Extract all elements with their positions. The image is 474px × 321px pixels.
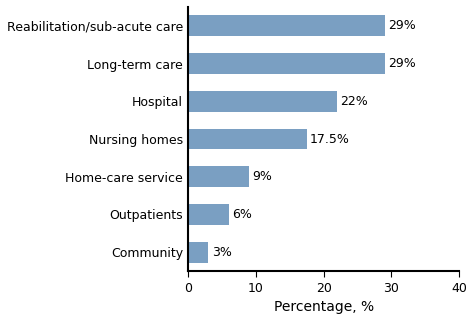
Bar [188, 129, 307, 149]
X-axis label: Percentage, %: Percentage, % [273, 300, 374, 314]
Text: 29%: 29% [388, 57, 416, 70]
Text: 6%: 6% [232, 208, 252, 221]
Bar [188, 204, 229, 225]
Text: 9%: 9% [253, 170, 272, 183]
Bar [188, 166, 249, 187]
Text: 3%: 3% [212, 246, 232, 259]
Text: 29%: 29% [388, 19, 416, 32]
Bar [188, 15, 384, 36]
Bar [188, 53, 384, 74]
Bar [188, 91, 337, 112]
Text: 22%: 22% [340, 95, 368, 108]
Text: 17.5%: 17.5% [310, 133, 350, 145]
Bar [188, 242, 209, 263]
